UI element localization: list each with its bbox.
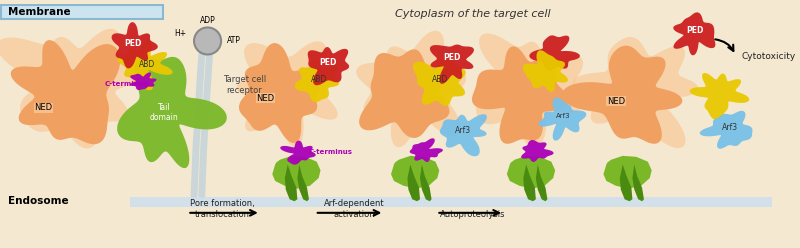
Text: NED: NED bbox=[34, 103, 53, 113]
Text: Target cell
receptor: Target cell receptor bbox=[222, 75, 266, 95]
Polygon shape bbox=[237, 41, 338, 147]
FancyBboxPatch shape bbox=[1, 5, 163, 19]
Polygon shape bbox=[523, 165, 536, 201]
Polygon shape bbox=[413, 56, 466, 106]
Polygon shape bbox=[130, 72, 157, 90]
Text: Arf3: Arf3 bbox=[555, 113, 570, 119]
Text: C-terminus: C-terminus bbox=[309, 149, 353, 155]
Text: Arf-dependent
activation: Arf-dependent activation bbox=[324, 199, 385, 219]
Text: Arf3: Arf3 bbox=[455, 126, 471, 135]
Polygon shape bbox=[407, 165, 420, 201]
Text: NED: NED bbox=[607, 97, 625, 106]
Polygon shape bbox=[430, 45, 474, 84]
Polygon shape bbox=[294, 60, 339, 102]
Polygon shape bbox=[620, 165, 632, 201]
Polygon shape bbox=[530, 35, 580, 70]
Polygon shape bbox=[674, 12, 715, 55]
Text: PED: PED bbox=[686, 26, 704, 35]
Text: ABD: ABD bbox=[310, 74, 326, 84]
Polygon shape bbox=[521, 140, 554, 162]
Polygon shape bbox=[239, 43, 326, 143]
Polygon shape bbox=[472, 46, 568, 144]
Polygon shape bbox=[700, 111, 753, 149]
Polygon shape bbox=[285, 165, 298, 201]
Polygon shape bbox=[356, 31, 466, 147]
Text: C-terminus: C-terminus bbox=[104, 81, 148, 87]
Text: Autoproteolysis: Autoproteolysis bbox=[440, 210, 506, 219]
Polygon shape bbox=[536, 165, 547, 201]
Polygon shape bbox=[410, 138, 443, 162]
Circle shape bbox=[194, 28, 221, 55]
Polygon shape bbox=[359, 49, 450, 138]
Polygon shape bbox=[476, 33, 583, 148]
Polygon shape bbox=[117, 57, 227, 168]
Polygon shape bbox=[118, 40, 173, 90]
Polygon shape bbox=[440, 114, 487, 156]
Text: ABD: ABD bbox=[432, 74, 448, 84]
Polygon shape bbox=[272, 156, 321, 189]
Text: PED: PED bbox=[443, 53, 461, 62]
Polygon shape bbox=[562, 46, 682, 144]
Polygon shape bbox=[632, 165, 644, 201]
Polygon shape bbox=[690, 73, 750, 120]
Polygon shape bbox=[0, 29, 150, 149]
Text: PED: PED bbox=[125, 39, 142, 48]
Text: PED: PED bbox=[319, 58, 337, 67]
Polygon shape bbox=[280, 141, 316, 165]
Polygon shape bbox=[572, 37, 698, 148]
Text: Cytotoxicity: Cytotoxicity bbox=[742, 52, 796, 61]
Text: ADP: ADP bbox=[200, 16, 215, 25]
Text: ATP: ATP bbox=[227, 36, 241, 45]
Polygon shape bbox=[522, 50, 568, 92]
Text: Pore formation,
translocation: Pore formation, translocation bbox=[190, 199, 254, 219]
Polygon shape bbox=[391, 156, 439, 189]
Polygon shape bbox=[420, 165, 431, 201]
Text: Endosome: Endosome bbox=[8, 196, 68, 206]
Polygon shape bbox=[603, 156, 652, 189]
Polygon shape bbox=[298, 165, 309, 201]
Text: Tail
domain: Tail domain bbox=[150, 103, 178, 122]
Polygon shape bbox=[507, 156, 555, 189]
Text: H+: H+ bbox=[174, 29, 186, 38]
Text: Arf3: Arf3 bbox=[722, 123, 738, 132]
Text: Membrane: Membrane bbox=[8, 7, 70, 17]
Polygon shape bbox=[111, 22, 158, 68]
Polygon shape bbox=[10, 40, 120, 144]
Polygon shape bbox=[308, 47, 349, 85]
Polygon shape bbox=[538, 97, 586, 141]
Text: Cytoplasm of the target cell: Cytoplasm of the target cell bbox=[395, 9, 551, 19]
Text: ABD: ABD bbox=[138, 60, 155, 69]
Text: NED: NED bbox=[257, 94, 274, 103]
FancyBboxPatch shape bbox=[130, 197, 772, 207]
